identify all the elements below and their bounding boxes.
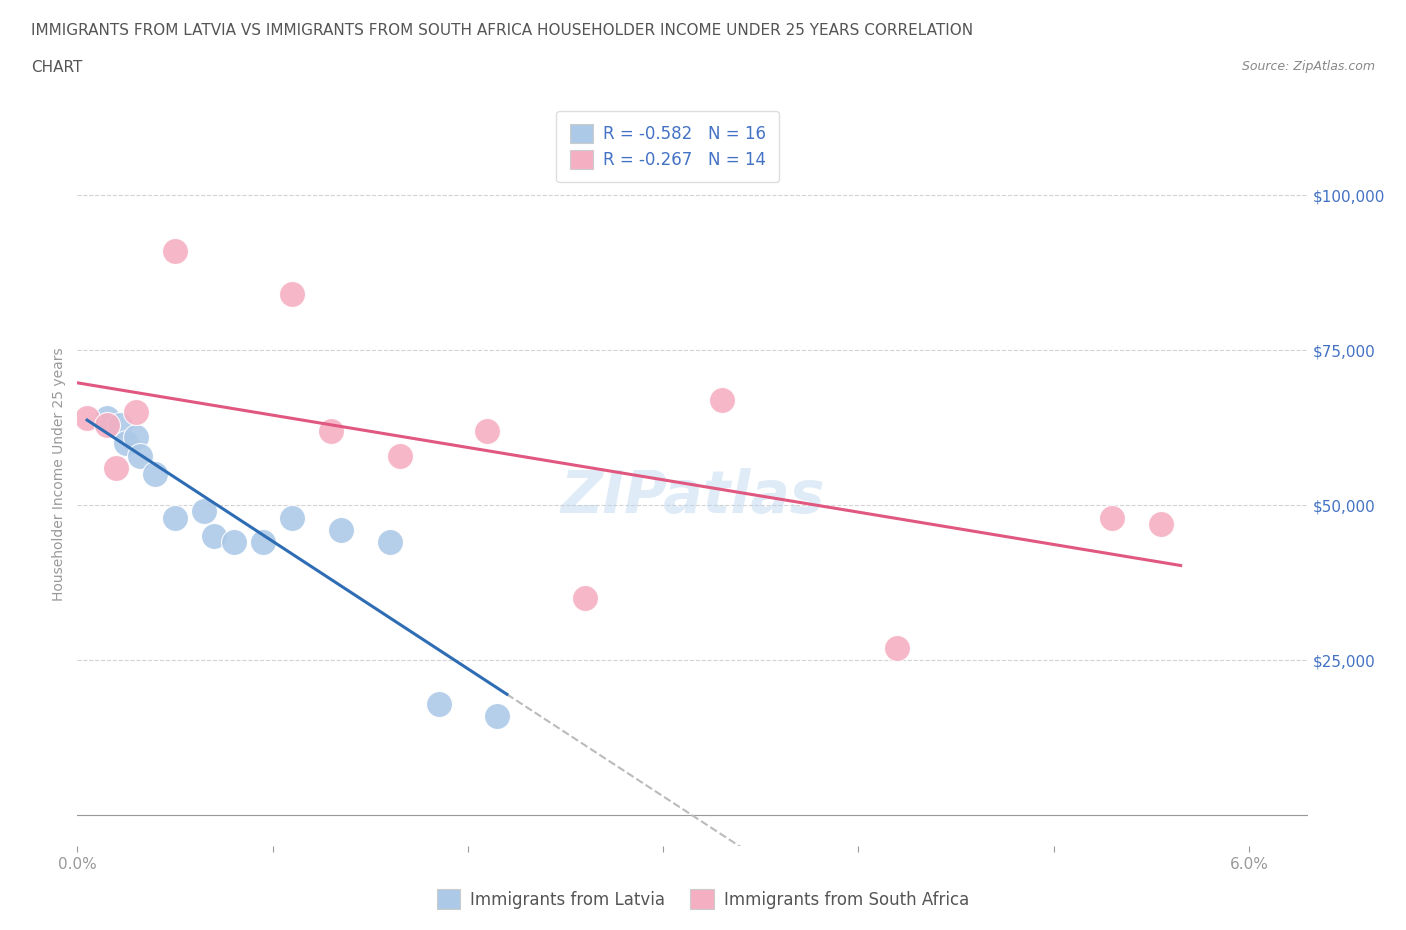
Point: [193, 504, 215, 519]
Point: [886, 641, 908, 656]
Point: [252, 535, 274, 550]
Point: [1101, 511, 1123, 525]
Point: [110, 418, 132, 432]
Point: [128, 448, 150, 463]
Point: [281, 511, 304, 525]
Legend: Immigrants from Latvia, Immigrants from South Africa: Immigrants from Latvia, Immigrants from …: [429, 881, 977, 917]
Point: [76, 411, 98, 426]
Point: [125, 405, 148, 419]
Point: [477, 423, 499, 438]
Point: [330, 523, 353, 538]
Point: [1150, 516, 1173, 531]
Point: [378, 535, 401, 550]
Point: [96, 411, 118, 426]
Point: [163, 244, 186, 259]
Point: [96, 418, 118, 432]
Point: [388, 448, 411, 463]
Point: [163, 511, 186, 525]
Text: Source: ZipAtlas.com: Source: ZipAtlas.com: [1241, 60, 1375, 73]
Text: CHART: CHART: [31, 60, 83, 75]
Y-axis label: Householder Income Under 25 years: Householder Income Under 25 years: [52, 348, 66, 601]
Point: [125, 430, 148, 445]
Point: [115, 436, 138, 451]
Point: [710, 392, 733, 407]
Text: ZIPatlas: ZIPatlas: [560, 468, 825, 525]
Point: [321, 423, 343, 438]
Point: [427, 697, 450, 711]
Point: [281, 287, 304, 302]
Point: [574, 591, 596, 605]
Legend: R = -0.582   N = 16, R = -0.267   N = 14: R = -0.582 N = 16, R = -0.267 N = 14: [557, 111, 779, 182]
Point: [105, 460, 128, 475]
Point: [145, 467, 167, 482]
Point: [486, 709, 509, 724]
Point: [222, 535, 245, 550]
Point: [202, 529, 225, 544]
Text: IMMIGRANTS FROM LATVIA VS IMMIGRANTS FROM SOUTH AFRICA HOUSEHOLDER INCOME UNDER : IMMIGRANTS FROM LATVIA VS IMMIGRANTS FRO…: [31, 23, 973, 38]
